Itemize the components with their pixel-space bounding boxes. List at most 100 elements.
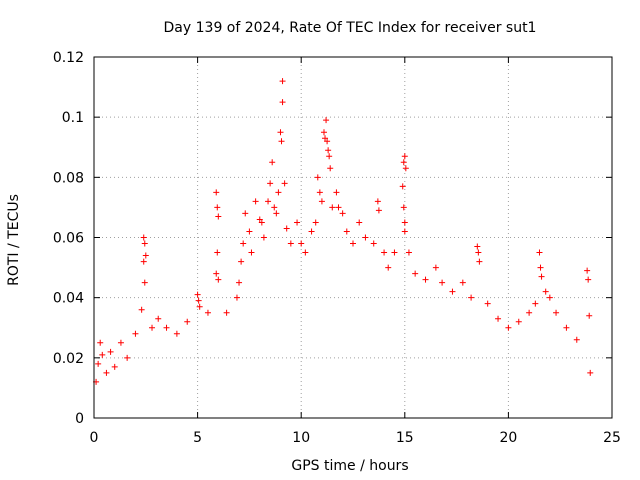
data-point (484, 300, 491, 307)
data-point (320, 129, 327, 136)
data-point (258, 219, 265, 226)
x-tick-label: 25 (603, 430, 621, 446)
y-tick-label: 0.04 (53, 291, 84, 307)
x-axis-ticks: 0 5 10 15 20 25 (90, 57, 621, 446)
data-point (173, 330, 180, 337)
data-point (141, 279, 148, 286)
data-point (271, 204, 278, 211)
data-point (279, 78, 286, 85)
data-point (391, 249, 398, 256)
data-point (233, 294, 240, 301)
x-tick-label: 10 (292, 430, 310, 446)
data-point (586, 312, 593, 319)
data-point (401, 228, 408, 235)
data-point (542, 288, 549, 295)
data-point (215, 276, 222, 283)
data-point (279, 99, 286, 106)
y-tick-label: 0.08 (53, 170, 84, 186)
data-point (495, 315, 502, 322)
data-point (213, 270, 220, 277)
data-point (350, 240, 356, 247)
data-point (312, 219, 319, 226)
data-point (422, 276, 429, 283)
data-point (302, 249, 309, 256)
data-point (260, 234, 267, 241)
data-point (325, 147, 332, 154)
data-point (476, 258, 483, 265)
x-axis-label: GPS time / hours (291, 458, 408, 474)
x-tick-label: 20 (499, 430, 517, 446)
data-point (402, 165, 409, 172)
data-point (400, 159, 407, 166)
data-point (242, 210, 249, 217)
data-point (515, 318, 522, 325)
data-point (141, 240, 148, 247)
data-point (273, 210, 280, 217)
data-point (449, 288, 456, 295)
data-point (314, 174, 321, 181)
data-point (316, 189, 323, 196)
data-point (308, 228, 315, 235)
data-point (95, 360, 102, 367)
data-point (256, 216, 263, 223)
data-point (155, 315, 162, 322)
data-point (327, 165, 334, 172)
y-tick-label: 0.02 (53, 351, 84, 367)
data-point (356, 219, 363, 226)
data-point (412, 270, 419, 277)
data-point (585, 276, 592, 283)
data-point (333, 189, 340, 196)
data-point (563, 324, 570, 331)
data-point (335, 204, 342, 211)
data-point (546, 294, 553, 301)
data-point (248, 249, 255, 256)
data-point (329, 204, 336, 211)
data-point (149, 324, 156, 331)
data-point (475, 249, 482, 256)
data-point (324, 138, 331, 145)
data-point (163, 324, 170, 331)
data-point (573, 336, 580, 343)
data-point (99, 351, 106, 358)
data-point (401, 153, 408, 160)
data-point (281, 180, 288, 187)
data-point (432, 264, 439, 271)
data-point (140, 258, 147, 265)
data-point (537, 264, 544, 271)
data-point (213, 189, 220, 196)
data-point (124, 354, 131, 361)
data-point (196, 303, 203, 310)
data-point (246, 228, 253, 235)
data-point (238, 258, 245, 265)
data-point (277, 129, 284, 136)
data-point (584, 267, 591, 274)
data-point (97, 339, 104, 346)
data-point (587, 369, 594, 376)
y-axis-label: ROTI / TECUs (6, 194, 22, 286)
data-point (526, 309, 533, 316)
data-point (339, 210, 346, 217)
data-point (214, 204, 221, 211)
data-point (385, 264, 392, 271)
data-points (93, 78, 594, 385)
data-point (214, 249, 221, 256)
data-point (287, 240, 294, 247)
data-point (375, 207, 382, 214)
data-point (236, 279, 243, 286)
data-point (381, 249, 388, 256)
x-tick-label: 5 (193, 430, 202, 446)
data-point (400, 204, 407, 211)
data-point (370, 240, 377, 247)
data-point (326, 153, 333, 160)
data-point (111, 363, 118, 370)
y-tick-label: 0 (75, 411, 84, 427)
data-point (215, 213, 222, 220)
data-point (323, 117, 330, 124)
data-point (468, 294, 475, 301)
data-point (474, 243, 481, 250)
data-point (459, 279, 466, 286)
data-point (362, 234, 369, 241)
data-point (269, 159, 276, 166)
data-point (138, 306, 145, 313)
y-tick-label: 0.1 (62, 110, 84, 126)
